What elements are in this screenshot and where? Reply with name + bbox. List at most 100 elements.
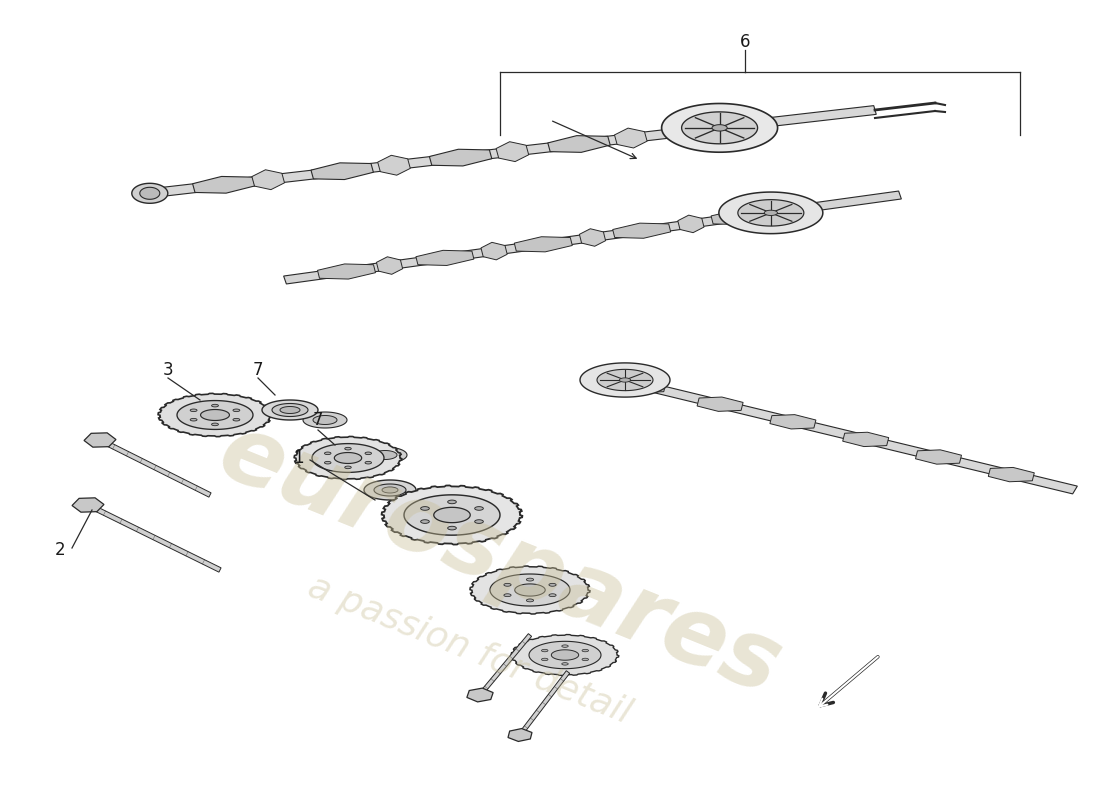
Polygon shape <box>211 404 219 407</box>
Polygon shape <box>527 578 534 581</box>
Polygon shape <box>470 566 590 614</box>
Polygon shape <box>376 257 403 274</box>
Polygon shape <box>562 645 569 647</box>
Polygon shape <box>334 453 362 463</box>
Polygon shape <box>382 487 398 493</box>
Polygon shape <box>508 729 532 742</box>
Polygon shape <box>475 506 483 510</box>
Polygon shape <box>661 103 778 152</box>
Text: eurospares: eurospares <box>206 406 794 714</box>
Polygon shape <box>529 642 601 669</box>
Polygon shape <box>770 414 816 429</box>
Polygon shape <box>764 210 778 215</box>
Polygon shape <box>582 658 588 661</box>
Polygon shape <box>580 363 670 397</box>
Polygon shape <box>448 500 456 504</box>
Polygon shape <box>843 432 889 446</box>
Polygon shape <box>619 378 666 393</box>
Polygon shape <box>190 409 197 412</box>
Polygon shape <box>429 150 492 166</box>
Polygon shape <box>613 223 671 238</box>
Polygon shape <box>515 584 546 596</box>
Polygon shape <box>562 662 569 665</box>
Text: 6: 6 <box>739 33 750 51</box>
Polygon shape <box>374 484 406 496</box>
Text: 2: 2 <box>55 541 65 559</box>
Polygon shape <box>190 418 197 421</box>
Polygon shape <box>548 136 610 152</box>
Polygon shape <box>541 658 548 661</box>
Polygon shape <box>481 242 507 260</box>
Polygon shape <box>192 177 255 193</box>
Polygon shape <box>344 447 351 450</box>
Polygon shape <box>318 264 375 279</box>
Polygon shape <box>619 378 630 382</box>
Polygon shape <box>233 409 240 412</box>
Polygon shape <box>541 650 548 652</box>
Polygon shape <box>140 187 159 199</box>
Polygon shape <box>284 191 901 284</box>
Polygon shape <box>365 462 372 464</box>
Polygon shape <box>132 183 168 203</box>
Polygon shape <box>478 634 531 696</box>
Polygon shape <box>697 397 744 411</box>
Polygon shape <box>158 394 272 437</box>
Polygon shape <box>711 210 769 225</box>
Polygon shape <box>280 406 300 414</box>
Polygon shape <box>433 507 470 522</box>
Polygon shape <box>84 433 116 447</box>
Polygon shape <box>420 506 429 510</box>
Text: 7: 7 <box>253 361 263 379</box>
Polygon shape <box>682 112 758 144</box>
Polygon shape <box>667 122 728 138</box>
Polygon shape <box>712 125 727 131</box>
Polygon shape <box>134 106 877 199</box>
Polygon shape <box>678 215 704 233</box>
Polygon shape <box>177 401 253 430</box>
Polygon shape <box>549 594 557 597</box>
Polygon shape <box>272 403 308 417</box>
Polygon shape <box>302 412 346 428</box>
Polygon shape <box>294 437 401 479</box>
Polygon shape <box>363 447 407 463</box>
Polygon shape <box>377 155 410 175</box>
Text: 3: 3 <box>163 361 174 379</box>
Polygon shape <box>314 415 337 425</box>
Polygon shape <box>615 128 647 148</box>
Polygon shape <box>211 423 219 426</box>
Polygon shape <box>597 370 653 390</box>
Polygon shape <box>527 599 534 602</box>
Polygon shape <box>582 650 588 652</box>
Polygon shape <box>324 462 331 464</box>
Polygon shape <box>324 452 331 454</box>
Polygon shape <box>551 650 579 660</box>
Polygon shape <box>504 594 512 597</box>
Text: 1: 1 <box>293 449 304 467</box>
Text: a passion for detail: a passion for detail <box>304 570 637 730</box>
Polygon shape <box>475 520 483 523</box>
Polygon shape <box>490 574 570 606</box>
Polygon shape <box>365 452 372 454</box>
Polygon shape <box>738 200 804 226</box>
Polygon shape <box>364 480 416 500</box>
Polygon shape <box>618 376 1077 494</box>
Polygon shape <box>549 583 557 586</box>
Text: 7: 7 <box>312 411 323 429</box>
Polygon shape <box>515 237 572 252</box>
Polygon shape <box>200 410 230 421</box>
Polygon shape <box>915 450 961 464</box>
Polygon shape <box>404 495 500 535</box>
Polygon shape <box>580 229 606 246</box>
Polygon shape <box>512 634 619 675</box>
Polygon shape <box>448 526 456 530</box>
Polygon shape <box>382 486 522 545</box>
Polygon shape <box>373 450 397 459</box>
Polygon shape <box>719 192 823 234</box>
Polygon shape <box>252 170 285 190</box>
Polygon shape <box>99 438 211 497</box>
Polygon shape <box>420 520 429 523</box>
Polygon shape <box>344 466 351 469</box>
Polygon shape <box>496 142 529 162</box>
Polygon shape <box>988 467 1034 482</box>
Polygon shape <box>466 688 493 702</box>
